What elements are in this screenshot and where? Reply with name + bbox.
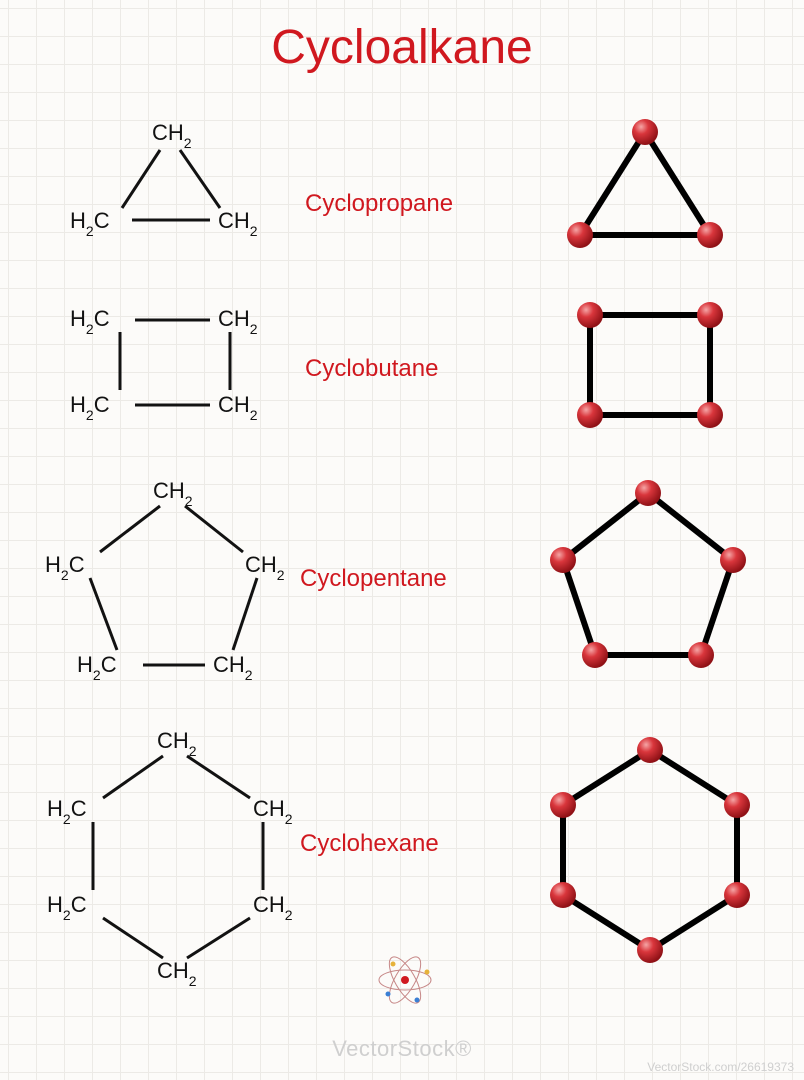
svg-text:H2C: H2C [70,208,110,239]
svg-text:H2C: H2C [47,796,87,827]
ballstick-cyclopentane [545,475,755,675]
ballstick-cyclohexane [545,735,760,970]
image-id: VectorStock.com/26619373 [647,1060,794,1074]
ballstick-cyclopropane [555,110,735,260]
atom-logo-icon [375,950,435,1010]
svg-text:H2C: H2C [77,652,117,683]
svg-text:CH2: CH2 [253,796,293,827]
svg-text:CH2: CH2 [157,958,197,989]
page-title: Cycloalkane [0,20,804,75]
svg-text:CH2: CH2 [218,208,258,239]
label-cyclohexane: Cyclohexane [300,830,439,858]
label-cyclopropane: Cyclopropane [305,190,453,218]
svg-text:CH2: CH2 [153,478,193,509]
svg-text:CH2: CH2 [218,392,258,423]
svg-text:H2C: H2C [70,306,110,337]
svg-text:CH2: CH2 [218,306,258,337]
watermark: VectorStock® [0,1036,804,1062]
struct-cyclohexane: CH2 H2C CH2 H2C CH2 CH2 [45,720,315,995]
struct-cyclopropane: CH2 H2C CH2 [60,110,280,260]
svg-text:CH2: CH2 [152,120,192,151]
svg-text:H2C: H2C [45,552,85,583]
label-cyclopentane: Cyclopentane [300,565,447,593]
struct-cyclopentane: CH2 H2C CH2 H2C CH2 [45,470,305,690]
struct-cyclobutane: H2C CH2 H2C CH2 [60,290,290,440]
svg-text:CH2: CH2 [157,728,197,759]
label-cyclobutane: Cyclobutane [305,355,438,383]
svg-text:CH2: CH2 [245,552,285,583]
ballstick-cyclobutane [565,290,735,440]
svg-text:CH2: CH2 [253,892,293,923]
svg-text:H2C: H2C [47,892,87,923]
diagram-content: Cycloalkane Cyclopropane Cyclobutane Cyc… [0,0,804,1080]
svg-text:CH2: CH2 [213,652,253,683]
svg-text:H2C: H2C [70,392,110,423]
